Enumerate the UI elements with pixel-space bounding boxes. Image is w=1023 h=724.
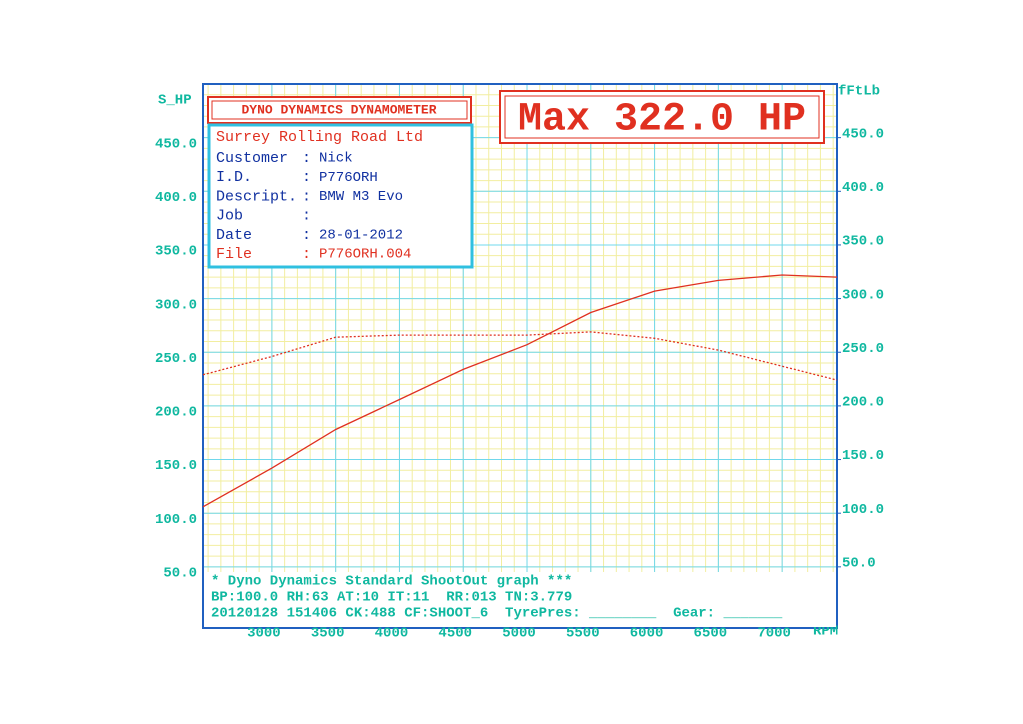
info-value: Nick xyxy=(319,151,353,167)
y2-tick-label: 450.0 xyxy=(842,126,884,142)
info-label: I.D. xyxy=(216,169,252,186)
y-tick-label: 300.0 xyxy=(155,297,197,313)
info-value: BMW M3 Evo xyxy=(319,189,403,205)
info-separator: : xyxy=(302,246,311,263)
info-separator: : xyxy=(302,150,311,167)
y2-tick-label: 350.0 xyxy=(842,234,884,250)
y-tick-label: 350.0 xyxy=(155,244,197,260)
y2-tick-label: 300.0 xyxy=(842,287,884,303)
max-box-inner xyxy=(504,95,820,139)
info-label: Customer xyxy=(216,150,288,167)
y2-tick-label: 100.0 xyxy=(842,502,884,518)
y-tick-label: 150.0 xyxy=(155,458,197,474)
info-title: Surrey Rolling Road Ltd xyxy=(216,129,423,146)
x-tick-label: 6500 xyxy=(694,626,728,642)
info: Surrey Rolling Road Ltd Customer: Nick I.D.… xyxy=(216,129,423,263)
info-label: Date xyxy=(216,227,252,244)
x-tick-label: 3500 xyxy=(311,626,345,642)
info-label: Job xyxy=(216,208,243,225)
y-tick-label: 400.0 xyxy=(155,190,197,206)
info-box xyxy=(207,123,474,269)
info-separator: : xyxy=(302,169,311,186)
plot-frame xyxy=(202,83,838,629)
y-axis-label: S_HP xyxy=(158,93,192,109)
y-tick-label: 200.0 xyxy=(155,405,197,421)
x-tick-label: 7000 xyxy=(757,626,791,642)
y2-tick-label: 150.0 xyxy=(842,448,884,464)
y-tick-label: 100.0 xyxy=(155,512,197,528)
y2-tick-label: 400.0 xyxy=(842,180,884,196)
footer-line: BP:100.0 RH:63 AT:10 IT:11 RR:013 TN:3.7… xyxy=(211,590,572,606)
info-value: P776ORH.004 xyxy=(319,247,411,263)
x-tick-label: 5000 xyxy=(502,626,536,642)
info-label: Descript. xyxy=(216,188,297,205)
info-separator: : xyxy=(302,208,311,225)
max-power: Max 322.0 HP xyxy=(518,98,806,143)
y2-tick-label: 50.0 xyxy=(842,556,876,572)
series-line xyxy=(202,331,838,381)
y2-tick-label: 250.0 xyxy=(842,341,884,357)
info-separator: : xyxy=(302,188,311,205)
footer-line: 20120128 151406 CK:488 CF:SHOOT_6 TyrePr… xyxy=(211,606,783,622)
lines xyxy=(202,274,838,508)
info-value: P776ORH xyxy=(319,170,378,186)
y2-tick-label: 200.0 xyxy=(842,395,884,411)
series-line xyxy=(202,274,838,508)
max-box xyxy=(499,90,825,144)
info-label: File xyxy=(216,246,252,263)
footer: * Dyno Dynamics Standard ShootOut graph … xyxy=(211,574,783,622)
x-tick-label: 6000 xyxy=(630,626,664,642)
y-tick-label: 50.0 xyxy=(163,566,197,582)
header-title: DYNO DYNAMICS DYNAMOMETER xyxy=(241,102,436,117)
x-tick-label: 4500 xyxy=(438,626,472,642)
y-tick-label: 250.0 xyxy=(155,351,197,367)
y-tick-label: 450.0 xyxy=(155,136,197,152)
info-value: 28-01-2012 xyxy=(319,228,403,244)
x-tick-label: 4000 xyxy=(375,626,409,642)
footer-line: * Dyno Dynamics Standard ShootOut graph … xyxy=(211,574,572,590)
header-box-inner xyxy=(211,100,468,120)
x-axis-label: RPM xyxy=(813,624,838,640)
footer-band xyxy=(204,572,836,627)
info-separator: : xyxy=(302,227,311,244)
y2-axis-label: fFtLb xyxy=(838,84,880,100)
x-tick-label: 3000 xyxy=(247,626,281,642)
x-tick-label: 5500 xyxy=(566,626,600,642)
